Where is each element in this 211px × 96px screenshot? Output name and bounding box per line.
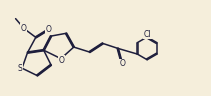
Text: O: O — [58, 56, 64, 65]
Text: Cl: Cl — [144, 30, 151, 39]
Text: O: O — [46, 25, 52, 34]
Text: S: S — [18, 64, 23, 73]
Text: O: O — [120, 59, 126, 68]
Text: O: O — [20, 24, 26, 33]
